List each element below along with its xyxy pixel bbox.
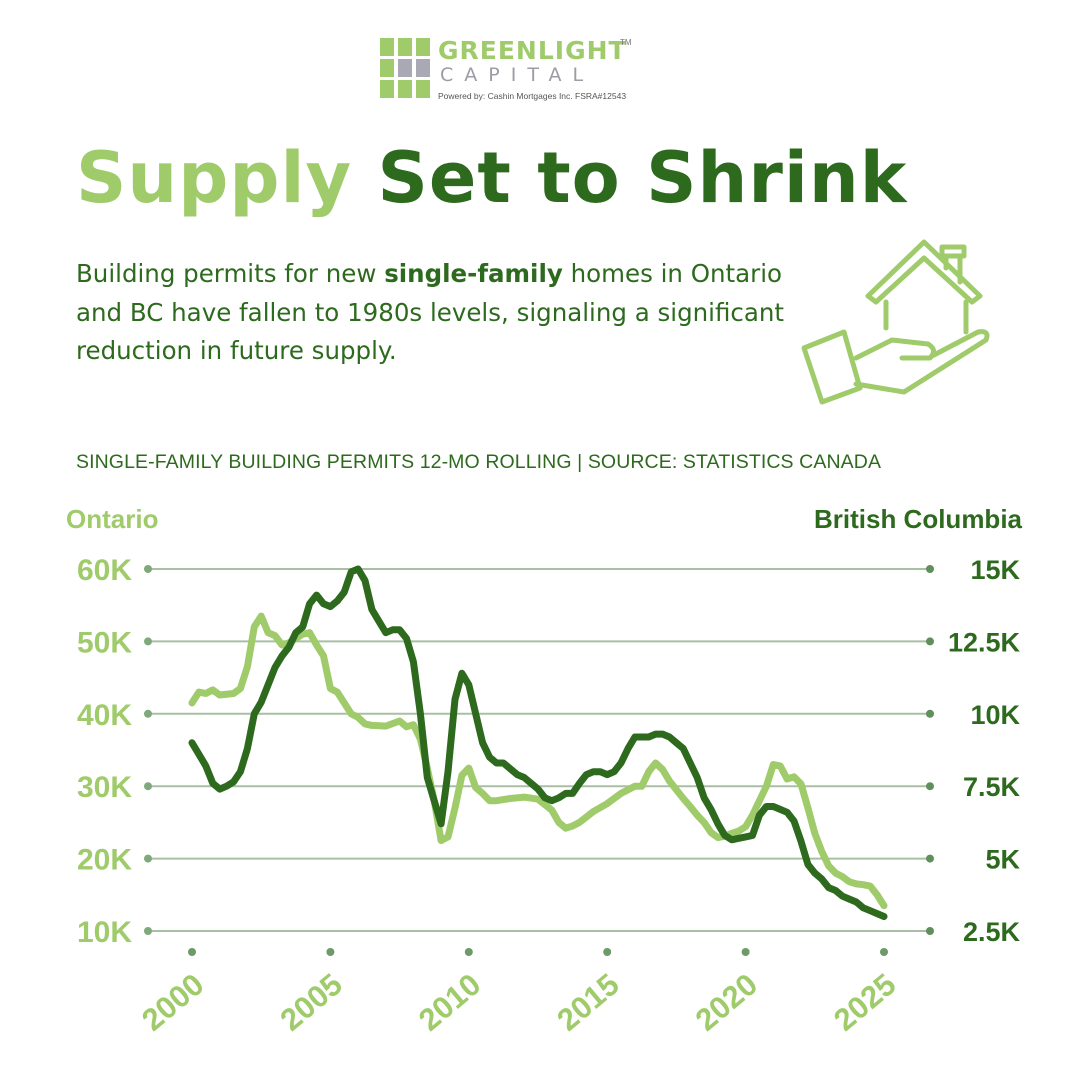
x-tick-label: 2025 [827, 967, 902, 1038]
right-tick-label: 12.5K [948, 627, 1021, 657]
left-tick-label: 20K [77, 844, 132, 877]
x-tick-dot [741, 948, 750, 956]
gridline-left-dot [144, 927, 152, 935]
x-tick-label: 2000 [135, 967, 210, 1038]
left-axis-label: Ontario [66, 504, 158, 534]
x-tick-label: 2010 [412, 967, 487, 1038]
chart-grid [144, 565, 934, 935]
gridline-right-dot [926, 782, 934, 791]
left-tick-label: 40K [77, 699, 132, 732]
description-after: homes in Ontario and BC have fallen to 1… [76, 259, 785, 365]
title-part-2: Set to Shrink [377, 137, 908, 219]
chart-title: SINGLE-FAMILY BUILDING PERMITS 12-MO ROL… [76, 451, 882, 473]
left-tick-label: 30K [77, 771, 132, 804]
left-axis-ticks: 60K 50K 40K 30K 20K 10K [77, 554, 132, 949]
line-chart: Ontario British Columbia 60K 50K 40K 30K 20K… [66, 504, 1023, 1038]
description-bold: single-family [384, 259, 563, 288]
title-part-1: Supply [76, 137, 353, 219]
right-tick-label: 2.5K [963, 917, 1021, 947]
gridline-right-dot [926, 709, 934, 718]
x-tick-dot [603, 948, 612, 956]
right-axis-ticks: 15K 12.5K 10K 7.5K 5K 2.5K [948, 555, 1021, 947]
gridline-right-dot [926, 854, 934, 863]
description: Building permits for new single-family h… [76, 255, 796, 371]
x-axis-ticks: 2000 2005 2010 2015 2020 2025 [135, 948, 902, 1038]
page-title: Supply Set to Shrink [76, 128, 907, 228]
gridline-left-dot [144, 637, 152, 646]
left-tick-label: 50K [77, 626, 132, 659]
right-axis-label: British Columbia [814, 504, 1023, 534]
series-line-british-columbia [188, 565, 888, 920]
logo-subname: CAPITAL [440, 64, 595, 86]
logo-grid-icon [380, 38, 432, 100]
chart-series [188, 565, 888, 920]
gridline-right-dot [926, 637, 934, 646]
right-tick-label: 15K [970, 555, 1020, 585]
right-tick-label: 7.5K [963, 772, 1021, 802]
x-tick-dot [464, 948, 473, 956]
gridline-left-dot [144, 854, 152, 863]
x-tick-dot [880, 948, 888, 956]
gridline-left-dot [144, 709, 152, 718]
x-tick-label: 2015 [550, 967, 625, 1038]
left-tick-label: 10K [77, 916, 132, 949]
description-before: Building permits for new [76, 259, 385, 288]
logo-powered-by: Powered by: Cashin Mortgages Inc. FSRA#1… [438, 91, 627, 101]
logo-name: GREENLIGHT [438, 36, 627, 65]
right-tick-label: 5K [985, 845, 1020, 875]
gridline-right-dot [926, 927, 934, 935]
house-in-hand-icon [801, 239, 990, 405]
greenlight-capital-logo: GREENLIGHT TM CAPITAL Powered by: Cashin… [380, 36, 640, 104]
right-tick-label: 10K [970, 700, 1020, 730]
gridline-right-dot [926, 565, 934, 573]
x-tick-dot [188, 948, 196, 956]
x-tick-label: 2005 [274, 967, 349, 1038]
logo-trademark: TM [620, 38, 632, 47]
x-tick-dot [326, 948, 335, 956]
x-tick-label: 2020 [689, 967, 764, 1038]
series-line-ontario [188, 612, 888, 910]
gridline-left-dot [144, 565, 152, 573]
gridline-left-dot [144, 782, 152, 791]
left-tick-label: 60K [77, 554, 132, 587]
